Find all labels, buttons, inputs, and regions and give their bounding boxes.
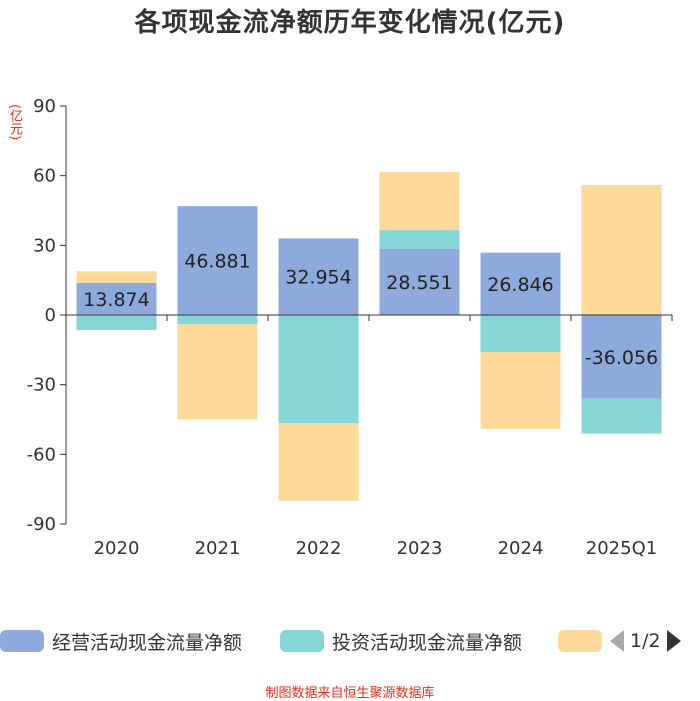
data-label: 28.551	[386, 272, 452, 294]
bar-segment	[278, 315, 359, 423]
source-note: 制图数据来自恒生聚源数据库	[265, 686, 435, 701]
legend-item-operating[interactable]: 经营活动现金流量净额	[0, 626, 242, 656]
pager-next-icon[interactable]	[666, 630, 681, 652]
x-category-label: 2025Q1	[586, 538, 657, 559]
bar-segment	[480, 315, 561, 353]
legend-swatch-financing	[558, 630, 602, 652]
bar-segment	[480, 252, 561, 315]
data-label: 13.874	[83, 289, 149, 311]
legend-item-investing[interactable]: 投资活动现金流量净额	[280, 626, 522, 656]
data-label: 32.954	[285, 267, 351, 289]
y-tick-label: -30	[27, 375, 56, 396]
bar-segment	[581, 398, 662, 434]
bar-segment	[177, 315, 258, 325]
x-category-label: 2022	[296, 538, 342, 559]
legend-item-financing[interactable]	[558, 626, 610, 656]
chart-plot: 90 60 30 0 -30 -60 -90 13.874 46.881 32.954 28.551…	[27, 96, 673, 559]
y-tick-label: 0	[45, 305, 56, 326]
bar-segment	[278, 422, 359, 501]
y-tick-label: 90	[33, 96, 56, 117]
y-axis-unit: (亿元)	[7, 104, 22, 141]
legend-pager: 1/2	[610, 626, 681, 656]
x-category-label: 2023	[397, 538, 443, 559]
y-tick-label: 30	[33, 235, 56, 256]
bar-segment	[581, 184, 662, 315]
x-category-label: 2020	[94, 538, 140, 559]
data-label: 46.881	[184, 251, 250, 273]
legend-label-investing: 投资活动现金流量净额	[332, 631, 523, 654]
legend-swatch-operating	[0, 630, 44, 652]
x-category-label: 2024	[498, 538, 544, 559]
y-tick-label: -90	[27, 514, 56, 535]
y-tick-label: 60	[33, 166, 56, 187]
bar-segment	[76, 271, 157, 283]
bar-segment	[177, 324, 258, 420]
bar-segment	[379, 248, 460, 315]
bar-segment	[379, 230, 460, 249]
bar-segment	[379, 172, 460, 231]
bar-segment	[480, 352, 561, 429]
pager-text: 1/2	[630, 630, 661, 652]
legend-swatch-investing	[280, 630, 324, 652]
y-tick-label: -60	[27, 444, 56, 465]
legend: 经营活动现金流量净额 投资活动现金流量净额	[0, 626, 700, 656]
pager-prev-icon[interactable]	[610, 630, 624, 652]
bar-segment	[76, 315, 157, 331]
data-label: -36.056	[585, 347, 658, 369]
bar-segment	[278, 238, 359, 315]
bar-segment	[76, 282, 157, 315]
legend-label-operating: 经营活动现金流量净额	[52, 631, 243, 654]
data-label: 26.846	[487, 274, 553, 296]
chart-title: 各项现金流净额历年变化情况(亿元)	[134, 8, 566, 38]
bar-segment	[581, 315, 662, 399]
bar-segment	[177, 206, 258, 315]
x-category-label: 2021	[195, 538, 241, 559]
